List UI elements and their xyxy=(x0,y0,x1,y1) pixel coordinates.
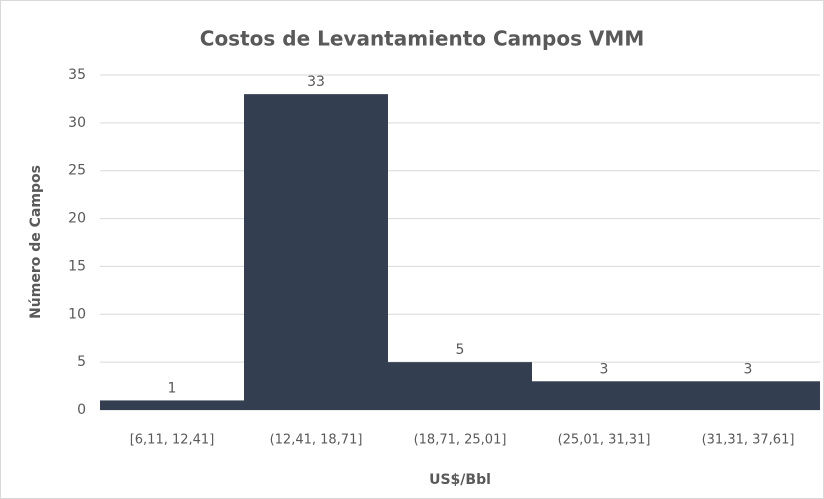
bar xyxy=(244,94,388,411)
bar xyxy=(676,381,820,410)
y-axis-label: Número de Campos xyxy=(28,165,44,319)
y-tick-label: 25 xyxy=(68,163,86,179)
y-tick-label: 10 xyxy=(68,306,86,322)
x-tick-label: (12,41, 18,71] xyxy=(270,433,363,448)
data-label: 3 xyxy=(744,361,753,377)
x-axis-label: US$/Bbl xyxy=(429,472,491,488)
data-label: 3 xyxy=(600,361,609,377)
x-tick-label: (25,01, 31,31] xyxy=(558,433,651,448)
data-label: 33 xyxy=(307,74,325,90)
data-label: 1 xyxy=(168,380,177,396)
bar xyxy=(388,362,532,410)
y-tick-label: 30 xyxy=(68,115,86,131)
bar xyxy=(100,400,244,410)
bar xyxy=(532,381,676,410)
x-tick-label: (31,31, 37,61] xyxy=(702,433,795,448)
y-tick-label: 0 xyxy=(77,402,86,418)
chart-title: Costos de Levantamiento Campos VMM xyxy=(200,27,644,51)
y-tick-label: 35 xyxy=(68,67,86,83)
y-tick-label: 20 xyxy=(68,211,86,227)
x-tick-label: (18,71, 25,01] xyxy=(414,433,507,448)
data-label: 5 xyxy=(456,342,465,358)
y-tick-label: 5 xyxy=(77,354,86,370)
x-tick-label: [6,11, 12,41] xyxy=(130,433,215,448)
y-tick-label: 15 xyxy=(68,258,86,274)
